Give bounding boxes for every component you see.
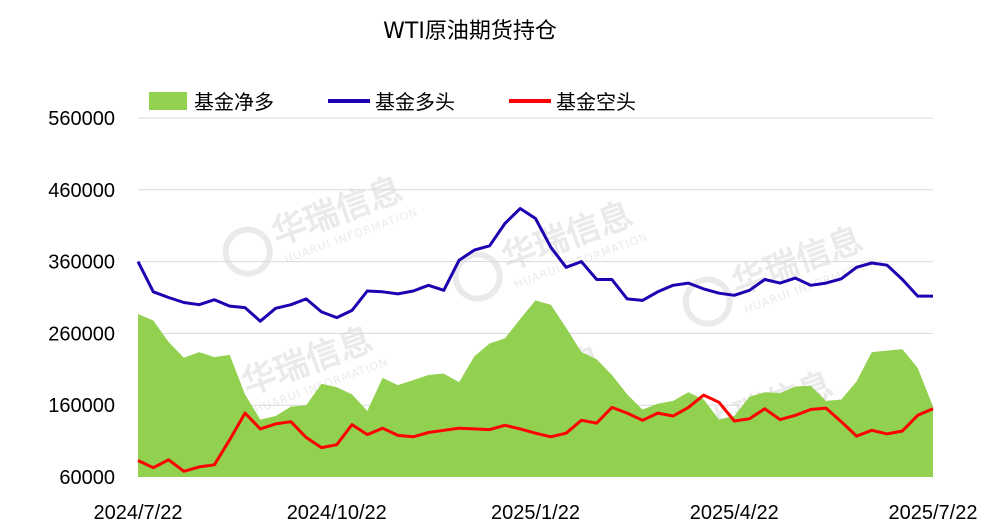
y-tick-label: 60000 (59, 467, 115, 489)
plot-area (136, 207, 934, 477)
x-tick-label: 2025/4/22 (690, 502, 779, 524)
y-axis: 60000 160000 260000 360000 460000 560000 (48, 108, 115, 489)
legend-label-short: 基金空头 (556, 90, 636, 114)
x-tick-label: 2024/7/22 (94, 502, 183, 524)
x-axis: 2024/7/22 2024/10/22 2025/1/22 2025/4/22 202… (94, 502, 978, 524)
y-tick-label: 560000 (48, 108, 115, 130)
legend-label-net-long: 基金净多 (194, 90, 274, 114)
legend-label-long: 基金多头 (375, 90, 455, 114)
series-line-long (136, 207, 933, 323)
x-tick-label: 2025/7/22 (889, 502, 978, 524)
y-tick-label: 160000 (48, 395, 115, 417)
x-tick-label: 2025/1/22 (491, 502, 580, 524)
chart-title: WTI原油期货持仓 (383, 19, 557, 44)
watermark-logo-icon (452, 251, 503, 302)
x-tick-label: 2024/10/22 (287, 502, 387, 524)
y-tick-label: 460000 (48, 180, 115, 202)
y-tick-label: 260000 (48, 323, 115, 345)
y-tick-label: 360000 (48, 252, 115, 274)
series-line-short (137, 393, 934, 473)
legend-swatch-net-long (149, 92, 187, 110)
watermark-logo-icon (222, 226, 273, 277)
legend: 基金净多 基金多头 基金空头 (149, 90, 636, 114)
series-area-net-long (138, 300, 933, 477)
